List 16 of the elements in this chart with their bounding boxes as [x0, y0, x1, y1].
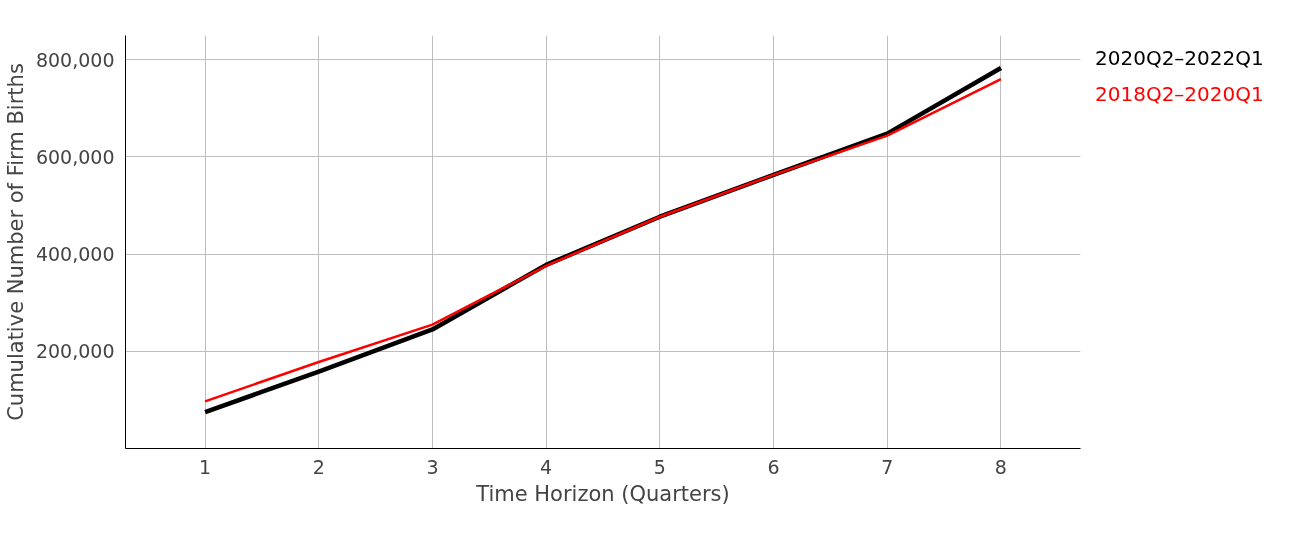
x-tick-label: 8 [994, 455, 1007, 478]
y-tick-label: 600,000 [35, 145, 115, 168]
x-axis-title: Time Horizon (Quarters) [475, 481, 730, 506]
text: 2018Q2–2020Q1 [1095, 81, 1264, 107]
y-axis-title: Cumulative Number of Firm Births [3, 63, 28, 421]
text: 2020Q2–2022Q1 [1095, 45, 1264, 71]
x-tick-label: 5 [653, 455, 666, 478]
x-tick-label: 6 [767, 455, 780, 478]
x-tick-label: 3 [426, 455, 439, 478]
x-tick-label: 2 [312, 455, 325, 478]
x-tick-label: 1 [199, 455, 212, 478]
y-tick-label: 800,000 [35, 48, 115, 71]
x-tick-label: 7 [881, 455, 894, 478]
y-tick-label: 400,000 [35, 243, 115, 266]
x-tick-label: 4 [540, 455, 553, 478]
y-tick-label: 200,000 [35, 340, 115, 363]
